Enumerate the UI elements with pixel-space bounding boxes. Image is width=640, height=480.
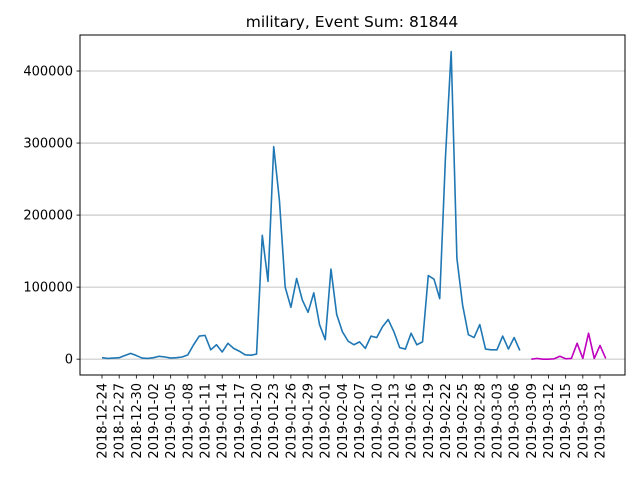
x-tick-label: 2019-03-03 <box>490 383 505 459</box>
x-tick-label: 2019-01-23 <box>267 383 282 459</box>
y-axis: 0 100000 200000 300000 400000 <box>23 65 80 368</box>
x-tick-label: 2019-02-01 <box>319 383 334 459</box>
x-tick-label: 2019-03-12 <box>542 383 557 459</box>
x-tick-label: 2019-02-16 <box>405 383 420 459</box>
series-line-2 <box>531 332 607 360</box>
x-tick-label: 2018-12-30 <box>130 383 145 459</box>
x-tick-label: 2019-01-29 <box>302 383 317 459</box>
y-tick-label: 0 <box>65 353 73 368</box>
y-tick-label: 200000 <box>23 209 73 224</box>
x-tick-label: 2019-02-25 <box>456 383 471 459</box>
x-tick-label: 2019-02-13 <box>387 383 402 459</box>
series-layer <box>101 50 607 360</box>
x-tick-label: 2019-02-22 <box>439 383 454 459</box>
x-tick-label: 2019-02-04 <box>336 383 351 459</box>
x-tick-label: 2019-01-26 <box>284 383 299 459</box>
y-tick-label: 300000 <box>23 137 73 152</box>
x-tick-label: 2019-03-18 <box>576 383 591 459</box>
y-tick-label: 100000 <box>23 281 73 296</box>
x-tick-label: 2019-01-14 <box>216 383 231 459</box>
x-tick-label: 2019-03-09 <box>525 383 540 459</box>
x-tick-label: 2019-02-10 <box>370 383 385 459</box>
x-tick-label: 2019-01-05 <box>164 383 179 459</box>
x-tick-label: 2019-03-06 <box>508 383 523 459</box>
x-tick-label: 2019-01-02 <box>147 383 162 459</box>
x-tick-label: 2019-02-28 <box>473 383 488 459</box>
x-tick-label: 2019-02-19 <box>422 383 437 459</box>
x-tick-label: 2019-01-11 <box>199 383 214 459</box>
x-tick-label: 2018-12-24 <box>96 383 111 459</box>
axes-frame <box>79 34 626 376</box>
x-tick-label: 2019-03-15 <box>559 383 574 459</box>
series-line-1 <box>101 50 521 360</box>
x-tick-label: 2019-03-21 <box>594 383 609 459</box>
x-axis: 2018-12-24 2018-12-27 2018-12-30 2019-01-02… <box>96 375 609 459</box>
chart-title: military, Event Sum: 81844 <box>246 13 459 31</box>
x-tick-label: 2019-01-17 <box>233 383 248 459</box>
x-tick-label: 2018-12-27 <box>113 383 128 459</box>
x-tick-label: 2019-02-07 <box>353 383 368 459</box>
x-tick-label: 2019-01-20 <box>250 383 265 459</box>
y-tick-label: 400000 <box>23 65 73 80</box>
x-tick-label: 2019-01-08 <box>181 383 196 459</box>
